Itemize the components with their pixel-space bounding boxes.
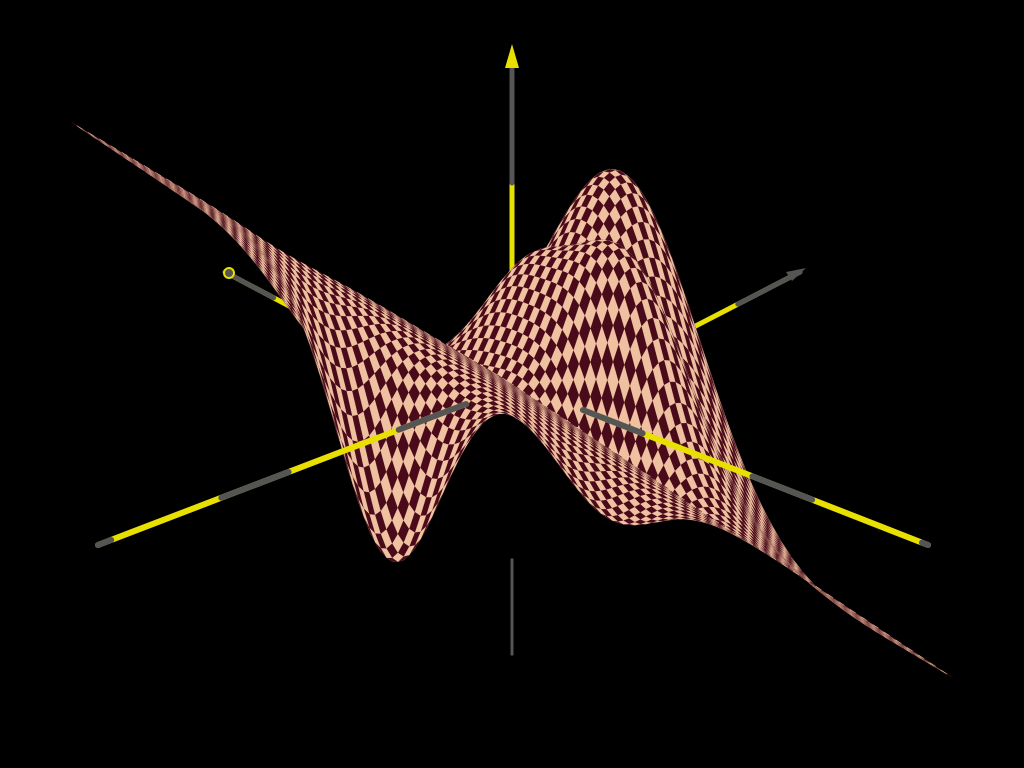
y-axis-front bbox=[580, 407, 931, 548]
x-axis-arrowhead bbox=[223, 267, 235, 279]
z-axis-arrowhead bbox=[505, 44, 519, 68]
x-axis-front bbox=[95, 401, 469, 548]
y-axis-arrowhead bbox=[786, 268, 806, 281]
axes-front bbox=[95, 401, 931, 656]
surface-mesh bbox=[71, 122, 953, 678]
